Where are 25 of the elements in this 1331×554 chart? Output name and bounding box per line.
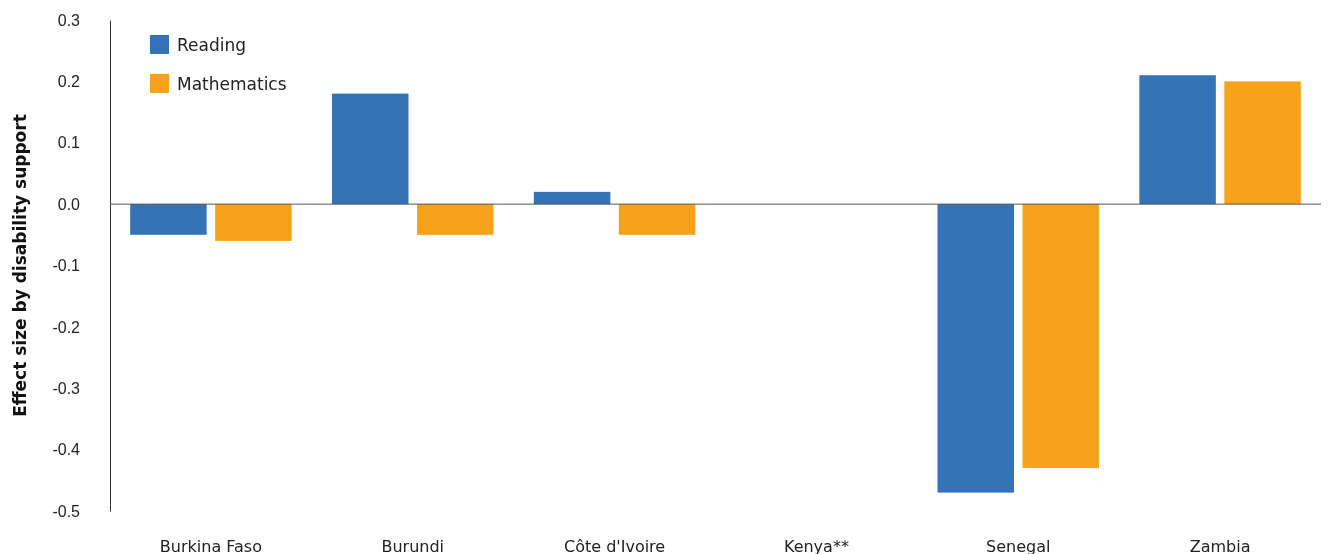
y-tick-label: 0.3 <box>57 11 81 29</box>
x-tick-label: Burkina Faso <box>159 537 262 554</box>
bar <box>417 204 494 235</box>
legend-label: Mathematics <box>177 74 287 94</box>
y-tick-label: -0.4 <box>52 441 81 459</box>
y-tick-label: 0.1 <box>57 134 81 152</box>
x-tick-label: Burundi <box>381 537 445 554</box>
x-tick-label: Zambia <box>1189 537 1251 554</box>
bar <box>1022 204 1099 469</box>
y-tick-label: 0.0 <box>57 195 81 213</box>
y-tick-label: -0.2 <box>52 318 81 336</box>
bar <box>332 93 409 205</box>
bar <box>215 204 292 241</box>
legend-label: Reading <box>177 35 247 55</box>
bar <box>618 204 696 235</box>
bar <box>130 204 207 235</box>
x-tick-label: Côte d'Ivoire <box>563 537 666 554</box>
bar <box>937 204 1014 493</box>
bar <box>1139 75 1216 205</box>
y-tick-label: -0.3 <box>52 379 81 397</box>
y-axis-title: Effect size by disability support <box>10 114 30 417</box>
y-tick-label: 0.2 <box>57 73 81 90</box>
y-tick-label: -0.5 <box>52 502 81 520</box>
bar <box>1224 81 1301 205</box>
y-tick-label: -0.1 <box>52 257 81 275</box>
